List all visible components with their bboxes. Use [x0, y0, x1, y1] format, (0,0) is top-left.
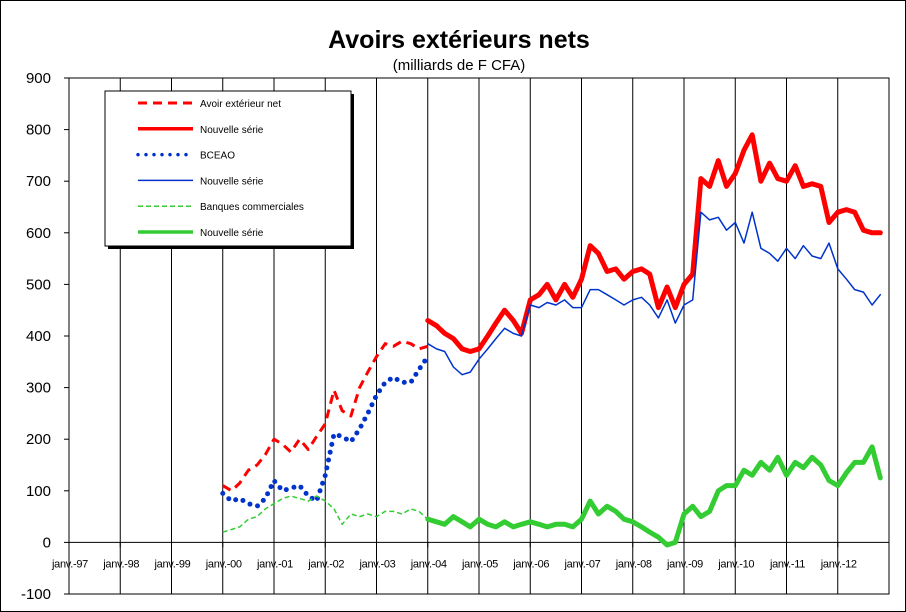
- x-tick-label: janv.-03: [359, 558, 396, 570]
- y-tick-label: 300: [26, 380, 51, 397]
- series-line-3: [427, 211, 882, 376]
- y-tick-label: -100: [21, 586, 51, 603]
- x-tick-label: janv.-07: [564, 558, 601, 570]
- chart-title: Avoirs extérieurs nets: [328, 26, 590, 54]
- y-tick-label: 0: [43, 534, 51, 551]
- y-tick-label: 700: [26, 173, 51, 190]
- legend-label: Avoir extérieur net: [200, 99, 281, 110]
- x-tick-label: janv.-02: [307, 558, 344, 570]
- x-tick-label: janv.-04: [410, 558, 447, 570]
- legend-label: Banques commerciales: [200, 202, 304, 213]
- series-line-2: [220, 354, 431, 509]
- series-line-4: [222, 495, 429, 533]
- y-tick-label: 400: [26, 328, 51, 345]
- y-tick-label: 900: [26, 70, 51, 87]
- x-tick-label: janv.-05: [461, 558, 498, 570]
- series-line-0: [222, 339, 429, 493]
- legend-label: Nouvelle série: [200, 228, 264, 239]
- series-line-1: [425, 132, 883, 354]
- legend-label: Nouvelle série: [200, 125, 264, 136]
- y-tick-label: 800: [26, 122, 51, 139]
- vertical-gridlines: [119, 78, 890, 594]
- y-tick-label: 200: [26, 431, 51, 448]
- x-tick-label: janv.-06: [512, 558, 549, 570]
- chart-subtitle: (milliards de F CFA): [393, 57, 526, 74]
- legend-box: [104, 90, 352, 247]
- x-tick-label: janv.-08: [615, 558, 652, 570]
- legend-label: BCEAO: [200, 151, 235, 162]
- x-tick-label: janv.-97: [51, 558, 88, 570]
- series-lines: [220, 132, 883, 548]
- x-axis-ticks: janv.-97 janv.-98 janv.-99 janv.-00 janv.-01…: [51, 542, 857, 570]
- x-tick-label: janv.-09: [666, 558, 703, 570]
- x-tick-label: janv.-10: [717, 558, 754, 570]
- x-tick-label: janv.-11: [769, 558, 805, 570]
- series-line-5: [425, 444, 883, 548]
- x-tick-label: janv.-01: [256, 558, 293, 570]
- x-tick-label: janv.-98: [102, 558, 139, 570]
- y-axis-ticks: -100 0 100 200 300 400 500 600 700 800 900: [21, 70, 69, 603]
- x-tick-label: janv.-12: [820, 558, 857, 570]
- y-tick-label: 100: [26, 483, 51, 500]
- legend: Avoir extérieur net Nouvelle série BCEAO No…: [104, 90, 354, 249]
- legend-label: Nouvelle série: [200, 176, 264, 187]
- x-tick-label: janv.-00: [205, 558, 242, 570]
- y-tick-label: 600: [26, 225, 51, 242]
- y-tick-label: 500: [26, 276, 51, 293]
- x-tick-label: janv.-99: [154, 558, 191, 570]
